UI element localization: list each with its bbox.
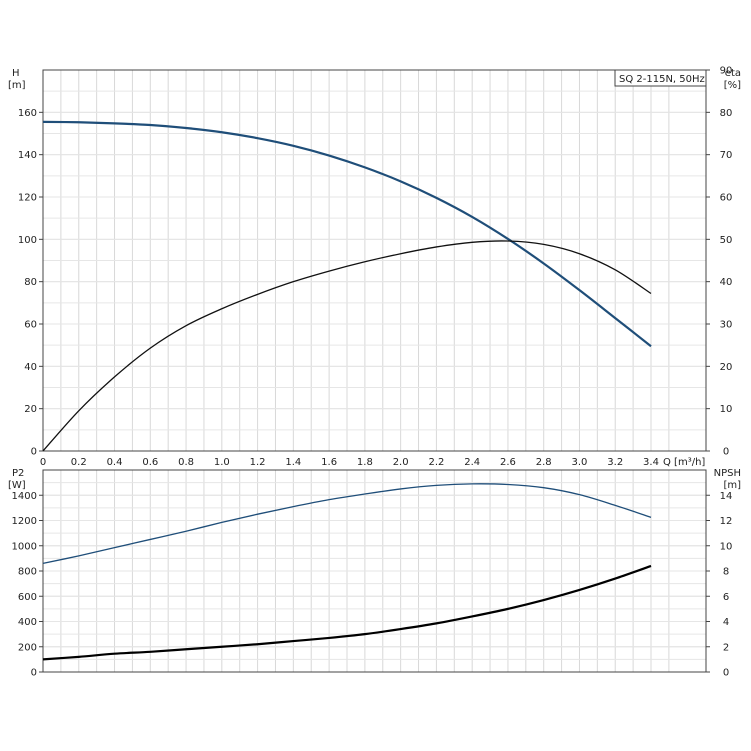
x-tick-label: 1.6	[321, 457, 337, 468]
left-axis-unit: [W]	[8, 480, 26, 491]
left-tick-label: 1200	[12, 516, 37, 527]
right-tick-label: 60	[720, 193, 733, 204]
left-tick-label: 1000	[12, 541, 37, 552]
left-tick-label: 800	[18, 567, 37, 578]
x-tick-label: 0.2	[71, 457, 87, 468]
left-tick-label: 80	[24, 277, 37, 288]
x-tick-label: 0.4	[107, 457, 123, 468]
right-tick-label: 70	[720, 150, 733, 161]
x-axis-title: Q [m³/h]	[663, 457, 705, 468]
plot-frame	[42, 69, 707, 452]
head-curve	[42, 120, 652, 348]
left-tick-label: 1400	[12, 491, 37, 502]
x-tick-label: 1.2	[250, 457, 266, 468]
left-tick-label: 0	[31, 668, 37, 679]
left-tick-label: 0	[31, 447, 37, 458]
left-axis-unit: [m]	[8, 80, 26, 91]
left-axis-title: P2	[12, 468, 24, 479]
x-tick-label: 1.4	[285, 457, 301, 468]
left-tick-label: 160	[18, 108, 37, 119]
x-tick-label: 3.0	[572, 457, 588, 468]
right-tick-label: 0	[723, 447, 729, 458]
right-tick-label: 20	[720, 362, 733, 373]
right-tick-label: 10	[720, 541, 733, 552]
legend-label: SQ 2-115N, 50Hz	[619, 74, 705, 85]
left-tick-label: 60	[24, 320, 37, 331]
right-axis-title: NPSH	[714, 468, 741, 479]
left-tick-label: 600	[18, 592, 37, 603]
chart-panel-head-efficiency	[39, 69, 710, 452]
left-tick-label: 20	[24, 404, 37, 415]
right-tick-label: 50	[720, 235, 733, 246]
left-axis-title: H	[12, 68, 20, 79]
chart-panel-power-npsh	[39, 469, 710, 673]
efficiency-curve	[42, 240, 652, 452]
right-axis-unit: [m]	[723, 480, 741, 491]
right-tick-label: 40	[720, 277, 733, 288]
npsh-curve	[42, 564, 652, 661]
right-axis-title: eta	[725, 68, 741, 79]
right-tick-label: 30	[720, 320, 733, 331]
right-tick-label: 2	[723, 642, 729, 653]
legend-box	[614, 69, 707, 87]
right-tick-label: 80	[720, 108, 733, 119]
left-tick-label: 140	[18, 150, 37, 161]
right-tick-label: 14	[720, 491, 733, 502]
x-tick-label: 0.8	[178, 457, 194, 468]
x-tick-label: 3.4	[643, 457, 659, 468]
x-tick-label: 0.6	[142, 457, 158, 468]
x-tick-label: 2.4	[464, 457, 480, 468]
left-tick-label: 200	[18, 642, 37, 653]
right-tick-label: 12	[720, 516, 733, 527]
power-curve	[42, 483, 652, 565]
x-tick-label: 3.2	[607, 457, 623, 468]
right-tick-label: 10	[720, 404, 733, 415]
left-tick-label: 400	[18, 617, 37, 628]
right-tick-label: 4	[723, 617, 729, 628]
x-tick-label: 2.0	[393, 457, 409, 468]
right-tick-label: 6	[723, 592, 729, 603]
x-tick-label: 1.8	[357, 457, 373, 468]
x-tick-label: 2.6	[500, 457, 516, 468]
x-tick-label: 2.8	[536, 457, 552, 468]
right-tick-label: 90	[720, 66, 733, 77]
left-tick-label: 40	[24, 362, 37, 373]
x-tick-label: 2.2	[428, 457, 444, 468]
x-tick-label: 0	[40, 457, 46, 468]
right-axis-unit: [%]	[724, 80, 741, 91]
x-tick-label: 1.0	[214, 457, 230, 468]
left-tick-label: 120	[18, 193, 37, 204]
left-tick-label: 100	[18, 235, 37, 246]
right-tick-label: 8	[723, 567, 729, 578]
right-tick-label: 0	[723, 668, 729, 679]
